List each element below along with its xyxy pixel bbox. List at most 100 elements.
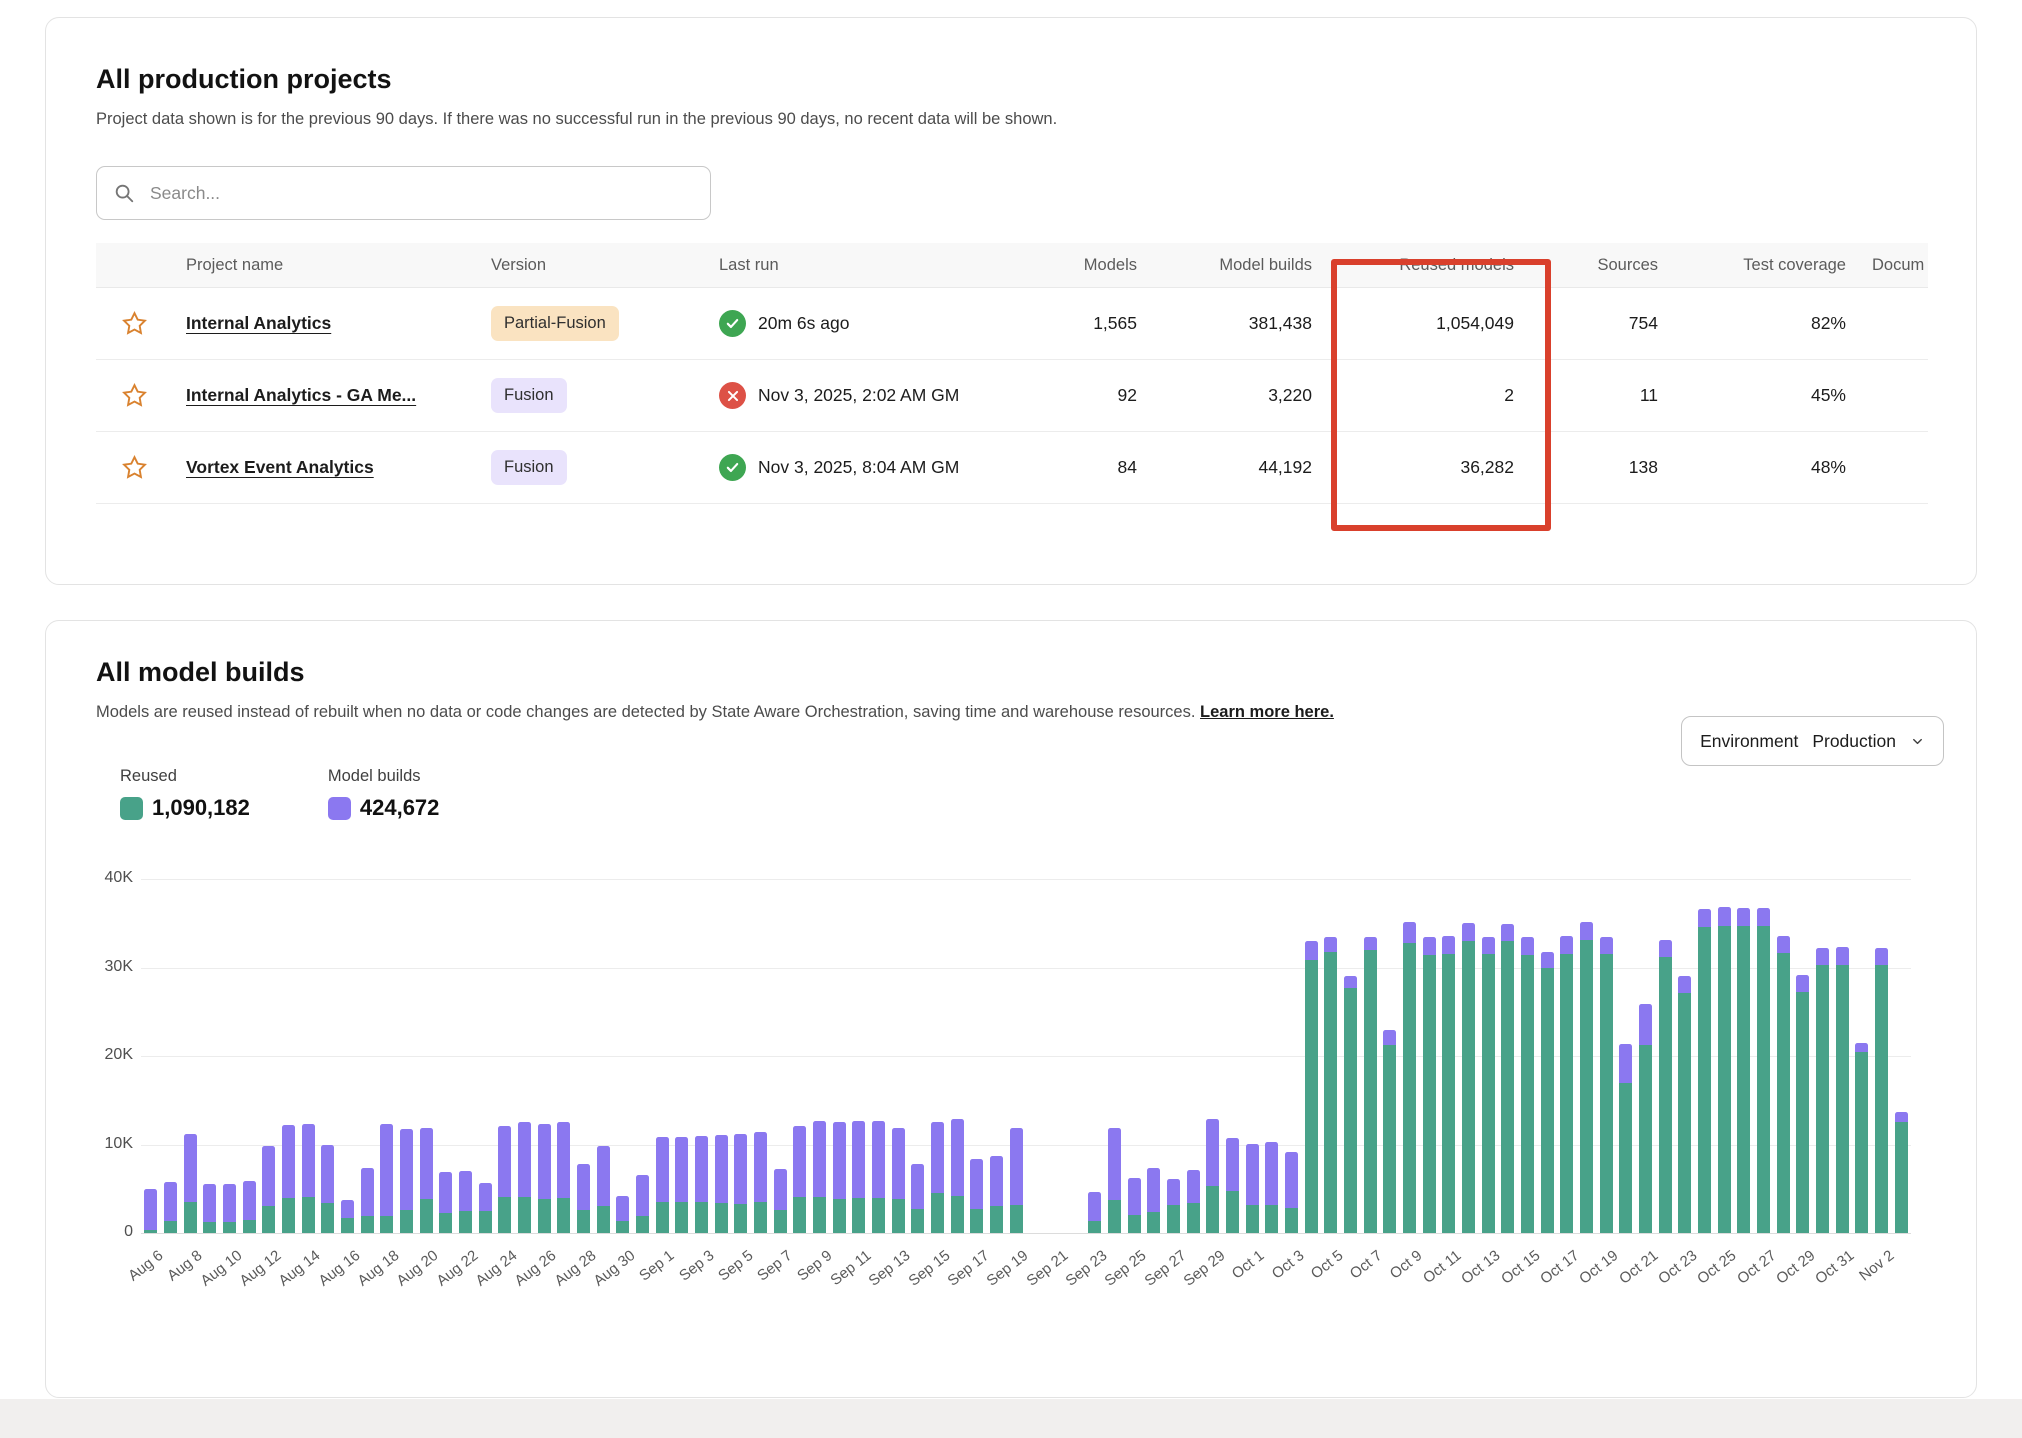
bar-stack-aug-31[interactable] [636, 1175, 649, 1233]
bar-stack-sep-4[interactable] [715, 1135, 728, 1233]
bar-stack-aug-16[interactable] [341, 1200, 354, 1233]
bar-stack-aug-9[interactable] [203, 1184, 216, 1233]
bar-stack-sep-14[interactable] [911, 1164, 924, 1233]
learn-more-link[interactable]: Learn more here. [1200, 703, 1334, 721]
bar-stack-sep-6[interactable] [754, 1132, 767, 1233]
project-name-link[interactable]: Internal Analytics [186, 313, 331, 333]
bar-stack-aug-20[interactable] [420, 1128, 433, 1233]
bar-stack-sep-7[interactable] [774, 1169, 787, 1233]
star-icon[interactable] [119, 308, 150, 339]
bar-stack-oct-14[interactable] [1501, 924, 1514, 1233]
model-builds-segment [1619, 1044, 1632, 1083]
bar-stack-aug-30[interactable] [616, 1196, 629, 1233]
bar-stack-oct-17[interactable] [1560, 936, 1573, 1233]
bar-stack-oct-15[interactable] [1521, 937, 1534, 1233]
bar-stack-oct-10[interactable] [1423, 937, 1436, 1233]
search-input[interactable] [148, 182, 694, 205]
bar-stack-sep-15[interactable] [931, 1122, 944, 1233]
bar-stack-nov-3[interactable] [1895, 1112, 1908, 1233]
bar-stack-oct-23[interactable] [1678, 976, 1691, 1233]
bar-stack-oct-30[interactable] [1816, 948, 1829, 1233]
bar-stack-aug-24[interactable] [498, 1126, 511, 1233]
bar-stack-sep-28[interactable] [1187, 1170, 1200, 1233]
bar-stack-aug-6[interactable] [144, 1189, 157, 1233]
bar-stack-sep-3[interactable] [695, 1136, 708, 1233]
bar-stack-oct-11[interactable] [1442, 936, 1455, 1233]
bar-stack-aug-25[interactable] [518, 1122, 531, 1233]
bar-stack-aug-12[interactable] [262, 1146, 275, 1233]
bar-stack-sep-23[interactable] [1088, 1192, 1101, 1233]
star-icon[interactable] [119, 452, 150, 483]
bar-stack-sep-2[interactable] [675, 1137, 688, 1233]
bar-stack-oct-1[interactable] [1246, 1144, 1259, 1233]
bar-stack-aug-23[interactable] [479, 1183, 492, 1233]
bar-stack-oct-26[interactable] [1737, 908, 1750, 1233]
project-name-link[interactable]: Vortex Event Analytics [186, 457, 374, 477]
bar-stack-oct-8[interactable] [1383, 1030, 1396, 1233]
bar-stack-aug-27[interactable] [557, 1122, 570, 1233]
bar-stack-oct-24[interactable] [1698, 909, 1711, 1233]
star-icon[interactable] [119, 380, 150, 411]
bar-stack-sep-12[interactable] [872, 1121, 885, 1233]
bar-stack-aug-14[interactable] [302, 1124, 315, 1233]
project-name-link[interactable]: Internal Analytics - GA Me... [186, 385, 416, 405]
bar-stack-aug-10[interactable] [223, 1184, 236, 1233]
bar-stack-sep-30[interactable] [1226, 1138, 1239, 1233]
bar-stack-aug-15[interactable] [321, 1145, 334, 1233]
bar-stack-aug-13[interactable] [282, 1125, 295, 1233]
bar-stack-sep-1[interactable] [656, 1137, 669, 1233]
bar-stack-oct-9[interactable] [1403, 922, 1416, 1233]
bar-stack-aug-28[interactable] [577, 1164, 590, 1233]
bar-stack-sep-11[interactable] [852, 1121, 865, 1233]
bar-stack-oct-20[interactable] [1619, 1044, 1632, 1233]
bar-stack-oct-22[interactable] [1659, 940, 1672, 1233]
bar-stack-oct-21[interactable] [1639, 1004, 1652, 1233]
bar-stack-sep-17[interactable] [970, 1159, 983, 1233]
bar-stack-sep-27[interactable] [1167, 1179, 1180, 1233]
bar-stack-oct-29[interactable] [1796, 975, 1809, 1233]
bar-stack-nov-2[interactable] [1875, 948, 1888, 1233]
bar-stack-oct-31[interactable] [1836, 947, 1849, 1233]
bar-stack-sep-24[interactable] [1108, 1128, 1121, 1233]
bar-stack-oct-2[interactable] [1265, 1142, 1278, 1233]
bar-stack-oct-6[interactable] [1344, 976, 1357, 1233]
bar-stack-oct-5[interactable] [1324, 937, 1337, 1233]
bar-stack-aug-8[interactable] [184, 1134, 197, 1233]
bar-stack-oct-13[interactable] [1482, 937, 1495, 1233]
bar-stack-oct-27[interactable] [1757, 908, 1770, 1233]
bar-stack-oct-3[interactable] [1285, 1152, 1298, 1233]
bar-stack-oct-12[interactable] [1462, 923, 1475, 1233]
bar-stack-aug-18[interactable] [380, 1124, 393, 1233]
bar-stack-aug-29[interactable] [597, 1146, 610, 1233]
bar-stack-oct-16[interactable] [1541, 952, 1554, 1233]
gridline-40K [141, 879, 1911, 880]
bar-stack-oct-4[interactable] [1305, 941, 1318, 1233]
bar-stack-oct-18[interactable] [1580, 922, 1593, 1233]
model-builds-segment [282, 1125, 295, 1198]
bar-stack-sep-29[interactable] [1206, 1119, 1219, 1233]
reused-segment [1226, 1191, 1239, 1233]
bar-stack-sep-19[interactable] [1010, 1128, 1023, 1233]
bar-stack-sep-8[interactable] [793, 1126, 806, 1233]
bar-stack-oct-25[interactable] [1718, 907, 1731, 1233]
bar-stack-oct-7[interactable] [1364, 937, 1377, 1233]
bar-stack-nov-1[interactable] [1855, 1043, 1868, 1233]
bar-stack-aug-19[interactable] [400, 1129, 413, 1233]
bar-stack-aug-21[interactable] [439, 1172, 452, 1233]
bar-stack-oct-28[interactable] [1777, 936, 1790, 1233]
bar-stack-aug-17[interactable] [361, 1168, 374, 1233]
bar-stack-aug-22[interactable] [459, 1171, 472, 1233]
bar-stack-sep-18[interactable] [990, 1156, 1003, 1233]
bar-stack-sep-9[interactable] [813, 1121, 826, 1233]
bar-stack-sep-26[interactable] [1147, 1168, 1160, 1233]
bar-stack-aug-26[interactable] [538, 1124, 551, 1233]
environment-select[interactable]: Environment Production [1681, 716, 1944, 766]
bar-stack-aug-11[interactable] [243, 1181, 256, 1233]
bar-stack-oct-19[interactable] [1600, 937, 1613, 1233]
bar-stack-sep-13[interactable] [892, 1128, 905, 1233]
bar-stack-sep-10[interactable] [833, 1122, 846, 1233]
bar-stack-sep-16[interactable] [951, 1119, 964, 1233]
bar-stack-sep-25[interactable] [1128, 1178, 1141, 1233]
bar-stack-sep-5[interactable] [734, 1134, 747, 1233]
bar-stack-aug-7[interactable] [164, 1182, 177, 1233]
